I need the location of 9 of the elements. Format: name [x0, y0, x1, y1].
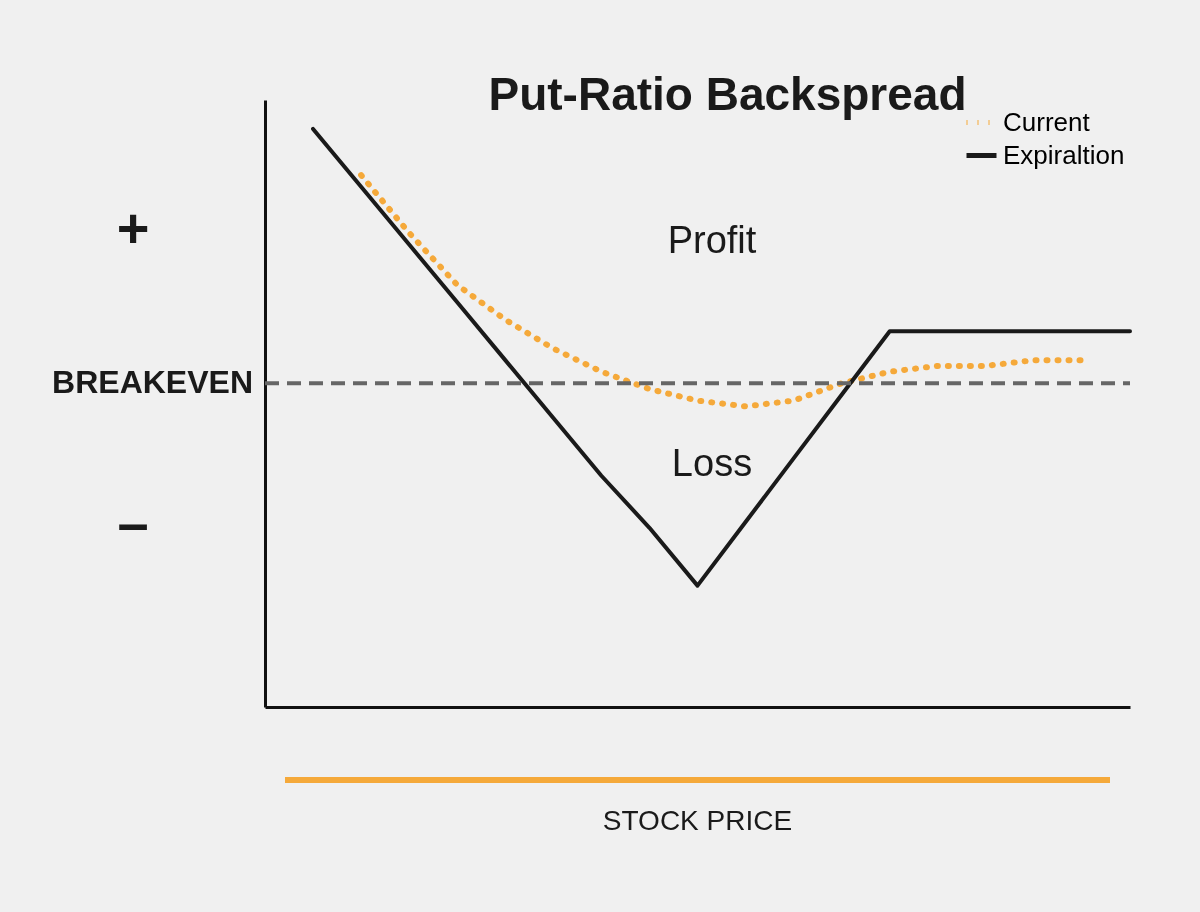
text: –	[117, 491, 149, 554]
chart-title: Put-Ratio Backspread	[488, 68, 967, 120]
text: +	[116, 196, 150, 259]
ref-line-label: BREAKEVEN	[52, 364, 253, 401]
annotation: Loss	[671, 442, 753, 484]
legend-label: Expiraltion	[1003, 139, 1125, 170]
legend-label: Current	[1003, 106, 1091, 137]
x-axis-title: STOCK PRICE	[602, 805, 793, 836]
annotation: Profit	[667, 219, 757, 261]
